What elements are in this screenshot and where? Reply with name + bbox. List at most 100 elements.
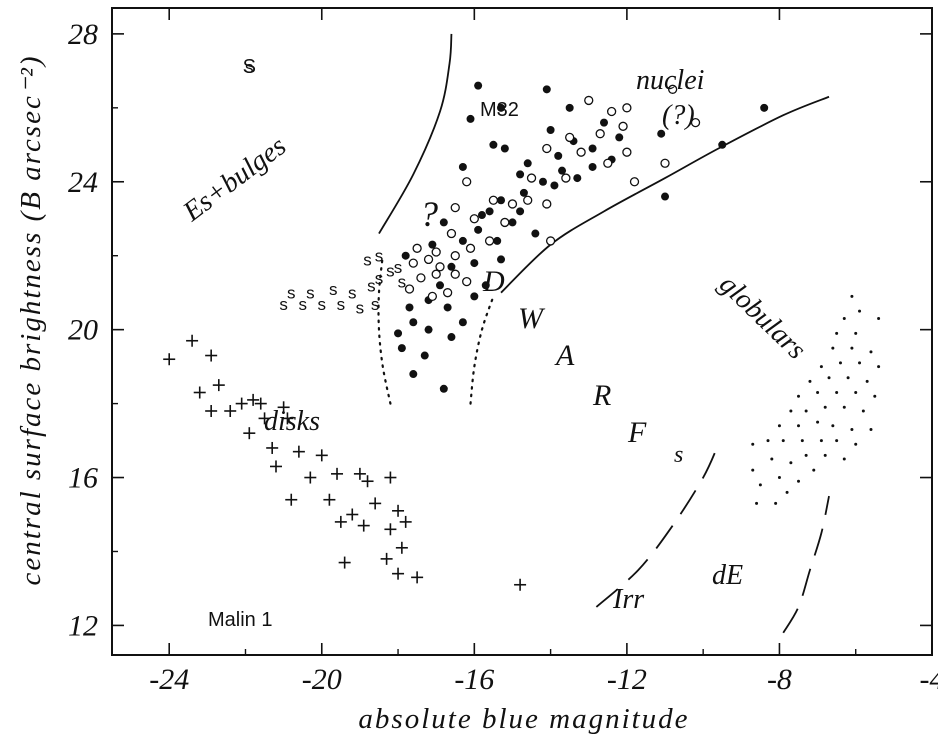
open-circle-marker [584,95,594,106]
open-circle-marker [565,132,575,143]
globular-dot [804,453,808,457]
open-circle-marker [668,84,678,94]
globular-dot [842,405,846,409]
label-dwarfs-w: W [518,302,546,335]
globular-dot [877,317,881,321]
open-circle-marker [523,195,533,205]
plus-marker [395,541,408,554]
boundary-dotted [469,295,495,405]
open-circle-marker [595,129,605,139]
globular-dot [854,442,858,446]
filled-circle-marker [497,103,506,112]
globular-dot [831,424,835,428]
s-marker: s [398,273,407,292]
s-marker: s [329,280,338,299]
s-marker: s [318,295,327,314]
open-circle-marker [435,262,445,272]
filled-circle-marker [760,103,769,112]
open-circle-marker [431,247,441,257]
globular-dot [877,365,881,369]
label-m32: M32 [480,99,519,121]
globular-dot [865,379,869,383]
s-marker: s [375,247,384,266]
label-nuclei: nuclei [636,65,704,96]
s-marker: s [245,58,254,77]
plus-marker [331,467,344,480]
globular-dot [789,409,793,413]
filled-circle-marker [458,162,467,171]
globular-dot [758,483,762,487]
boundary-solid [378,33,453,234]
globular-dot [858,309,862,313]
plus-marker [384,471,397,484]
plus-marker [399,515,412,528]
plus-marker [323,493,336,506]
x-axis-title: absolute blue magnitude [358,703,689,735]
s-marker: s [306,284,315,303]
filled-circle-marker [443,303,452,312]
plus-marker [186,334,199,347]
s-marker: s [337,295,346,314]
globular-dot [858,361,862,365]
open-circle-marker [622,147,632,157]
label-disks: disks [264,406,320,437]
filled-circle-marker [661,192,670,201]
filled-circle-marker [409,370,418,379]
filled-circle-marker [447,333,456,342]
filled-circle-marker [477,211,486,220]
open-circle-marker [542,199,552,209]
filled-circle-marker [458,236,467,245]
open-circle-marker [446,228,457,239]
y-tick-label: 12 [68,609,98,642]
filled-circle-marker [405,303,414,312]
s-marker: s [356,298,365,317]
globular-dot [800,439,804,443]
plus-marker [353,467,366,480]
x-tick-label: -24 [149,663,189,696]
open-circle-marker [484,236,495,246]
plus-marker [281,412,294,425]
globular-dot [835,439,839,443]
globular-dot [854,391,858,395]
filled-circle-marker [588,144,597,153]
label-malin-1: Malin 1 [208,609,272,631]
plus-marker [357,519,370,532]
filled-circle-marker [474,225,483,234]
open-circle-marker [507,199,518,209]
plus-marker [243,427,256,440]
filled-circle-marker [516,170,525,179]
label-irr: Irr [612,584,644,615]
plus-marker [163,353,176,366]
s-marker: s [348,284,357,303]
globular-dot [816,391,820,395]
plus-marker [205,349,218,362]
filled-circle-marker [497,196,506,205]
open-circle-marker [526,173,537,183]
boundary-dotted [377,254,392,405]
globular-dot [823,453,827,457]
plus-marker [212,379,225,392]
globular-dot [777,424,781,428]
filled-circle-marker [538,177,547,186]
filled-circle-marker [466,114,475,123]
filled-circle-marker [657,129,666,138]
filled-circle-marker [718,140,727,149]
plus-marker [193,386,206,399]
s-marker: s [279,295,288,314]
filled-circle-marker [600,118,608,127]
globular-dot [819,365,823,369]
open-circle-marker [545,236,556,246]
plus-marker [338,556,351,569]
globular-dot [838,361,842,365]
label-nuclei-question: (?) [662,100,695,131]
x-tick-label: -12 [607,663,647,696]
plus-marker [292,445,305,458]
label-dwarfs-a: A [554,339,575,372]
open-circle-marker [442,288,453,298]
globular-dot [827,376,831,380]
open-circle-marker [603,158,613,168]
globular-dot [777,476,781,480]
globular-dot [797,424,801,428]
